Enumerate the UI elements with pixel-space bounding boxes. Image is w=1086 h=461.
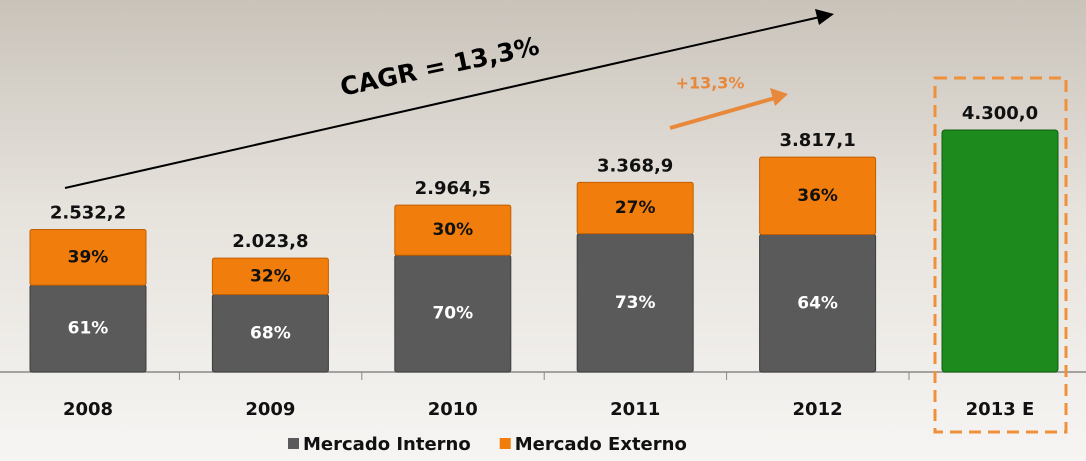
total-label: 3.368,9 bbox=[597, 155, 673, 176]
segment-label: 68% bbox=[250, 323, 291, 343]
x-tick-label: 2011 bbox=[610, 399, 660, 420]
bar-segment bbox=[394, 204, 512, 256]
legend-swatch bbox=[499, 438, 511, 449]
segment-label: 39% bbox=[68, 247, 109, 267]
x-tick-label: 2009 bbox=[245, 399, 295, 420]
total-label: 3.817,1 bbox=[779, 130, 855, 151]
segment-label: 32% bbox=[250, 266, 291, 286]
forecast-box bbox=[933, 76, 1068, 434]
x-tick-label: 2008 bbox=[63, 399, 113, 420]
growth-arrowhead bbox=[770, 88, 788, 106]
growth-annotation: +13,3% bbox=[676, 74, 745, 93]
cagr-arrowhead bbox=[815, 9, 834, 25]
legend-swatch bbox=[288, 438, 299, 449]
segment-label: 36% bbox=[797, 186, 838, 206]
legend-label: Mercado Interno bbox=[303, 434, 471, 455]
total-label: 4.300,0 bbox=[962, 103, 1038, 124]
segment-label: 73% bbox=[615, 293, 656, 313]
bar-segment bbox=[29, 228, 147, 286]
growth-arrow bbox=[669, 96, 776, 130]
cagr-arrow bbox=[64, 16, 821, 189]
segment-label: 61% bbox=[68, 319, 109, 339]
legend-label: Mercado Externo bbox=[515, 434, 687, 455]
segment-label: 30% bbox=[432, 220, 473, 240]
x-tick-label: 2012 bbox=[793, 399, 843, 420]
segment-label: 70% bbox=[432, 304, 473, 324]
total-label: 2.023,8 bbox=[232, 231, 308, 252]
bar-segment bbox=[211, 257, 329, 296]
bar-segment bbox=[576, 181, 694, 235]
segment-label: 64% bbox=[797, 293, 838, 313]
total-label: 2.964,5 bbox=[415, 178, 491, 199]
bar-segment bbox=[759, 156, 877, 236]
x-tick-label: 2013 E bbox=[966, 399, 1035, 420]
total-label: 2.532,2 bbox=[50, 202, 126, 223]
forecast-bar bbox=[941, 129, 1059, 373]
x-tick-label: 2010 bbox=[428, 399, 478, 420]
segment-label: 27% bbox=[615, 198, 656, 218]
